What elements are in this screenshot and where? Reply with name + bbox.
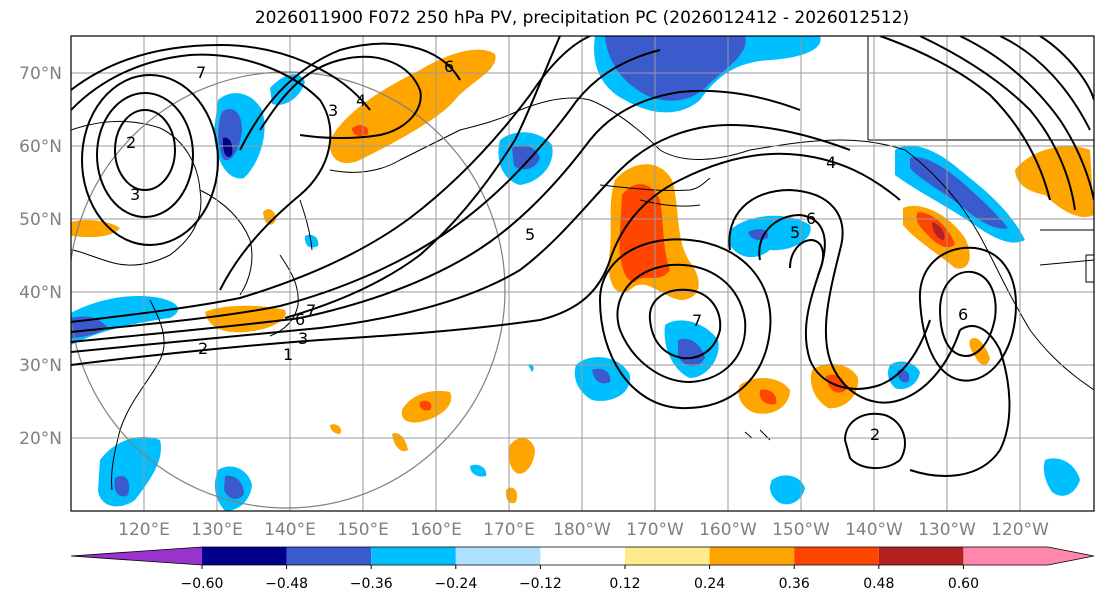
lon-label-170e: 170°E — [483, 520, 535, 540]
contour-label-3c: 3 — [328, 101, 338, 120]
contour-label-1: 1 — [283, 345, 293, 364]
contour-label-2b: 2 — [126, 133, 136, 152]
map-border — [70, 35, 1095, 512]
contour-label-4b: 4 — [826, 153, 836, 172]
colorbar: −0.60 −0.48 −0.36 −0.24 −0.12 0.12 0.24 … — [70, 546, 1095, 592]
lat-label-30n: 30°N — [19, 356, 62, 376]
contour-label-5b: 5 — [790, 223, 800, 242]
colorbar-label-3: −0.24 — [434, 576, 477, 592]
lat-label-70n: 70°N — [19, 64, 62, 84]
contour-label-7b: 7 — [692, 311, 702, 330]
latitude-labels: 20°N 30°N 40°N 50°N 60°N 70°N — [19, 64, 62, 449]
precip-positive-area — [329, 49, 496, 164]
colorbar-seg-6 — [625, 547, 710, 565]
colorbar-label-2: −0.36 — [350, 576, 393, 592]
contour-label-6: 6 — [295, 310, 305, 329]
colorbar-label-5: 0.12 — [609, 576, 640, 592]
colorbar-seg-9 — [878, 547, 964, 565]
contour-label-6c: 6 — [958, 305, 968, 324]
contour-label-2: 2 — [198, 339, 208, 358]
lat-label-50n: 50°N — [19, 210, 62, 230]
range-circle — [71, 71, 506, 509]
lat-label-40n: 40°N — [19, 283, 62, 303]
map-title: 2026011900 F072 250 hPa PV, precipitatio… — [254, 8, 910, 28]
colorbar-seg-2 — [286, 547, 372, 565]
lon-label-180w: 180°W — [553, 520, 611, 540]
lon-label-120e: 120°E — [118, 520, 170, 540]
colorbar-seg-1 — [202, 547, 287, 565]
contour-label-5: 5 — [525, 225, 535, 244]
colorbar-label-1: −0.48 — [265, 576, 308, 592]
coastlines — [71, 36, 1094, 491]
colorbar-seg-11 — [1048, 547, 1094, 565]
colorbar-label-4: −0.12 — [519, 576, 562, 592]
contour-label-6d: 6 — [444, 57, 454, 76]
colorbar-label-0: −0.60 — [181, 576, 224, 592]
lon-label-130w: 130°W — [918, 520, 976, 540]
contour-label-7: 7 — [306, 301, 316, 320]
colorbar-seg-8 — [794, 547, 879, 565]
precip-strong-negative — [222, 137, 233, 157]
contour-label-6b: 6 — [806, 209, 816, 228]
lon-label-130e: 130°E — [191, 520, 243, 540]
colorbar-seg-0 — [71, 547, 202, 565]
colorbar-seg-3 — [371, 547, 456, 565]
colorbar-label-8: 0.48 — [863, 576, 894, 592]
pv-contours — [71, 36, 1094, 477]
contour-label-2c: 2 — [870, 425, 880, 444]
colorbar-label-6: 0.24 — [694, 576, 725, 592]
colorbar-seg-7 — [709, 547, 795, 565]
colorbar-seg-5 — [540, 547, 625, 565]
lon-label-140e: 140°E — [264, 520, 316, 540]
lon-label-160w: 160°W — [699, 520, 757, 540]
colorbar-seg-10 — [963, 547, 1048, 565]
lon-label-160e: 160°E — [410, 520, 462, 540]
lon-label-120w: 120°W — [991, 520, 1049, 540]
contour-label-7c: 7 — [196, 63, 206, 82]
pv-contour-labels: 1 2 2 2 3 3 3 4 4 5 5 6 6 6 6 7 7 7 — [126, 57, 968, 444]
colorbar-label-9: 0.60 — [948, 576, 979, 592]
lat-label-60n: 60°N — [19, 137, 62, 157]
lat-label-20n: 20°N — [19, 429, 62, 449]
lon-label-150w: 150°W — [772, 520, 830, 540]
lat-lon-grid — [71, 36, 1094, 511]
contour-label-3: 3 — [298, 329, 308, 348]
contour-label-4: 4 — [356, 91, 366, 110]
colorbar-label-7: 0.36 — [779, 576, 810, 592]
lon-label-170w: 170°W — [626, 520, 684, 540]
longitude-labels: 120°E 130°E 140°E 150°E 160°E 170°E 180°… — [118, 520, 1049, 540]
lon-label-150e: 150°E — [337, 520, 389, 540]
lon-label-140w: 140°W — [845, 520, 903, 540]
contour-label-3b: 3 — [130, 185, 140, 204]
colorbar-seg-4 — [455, 547, 541, 565]
